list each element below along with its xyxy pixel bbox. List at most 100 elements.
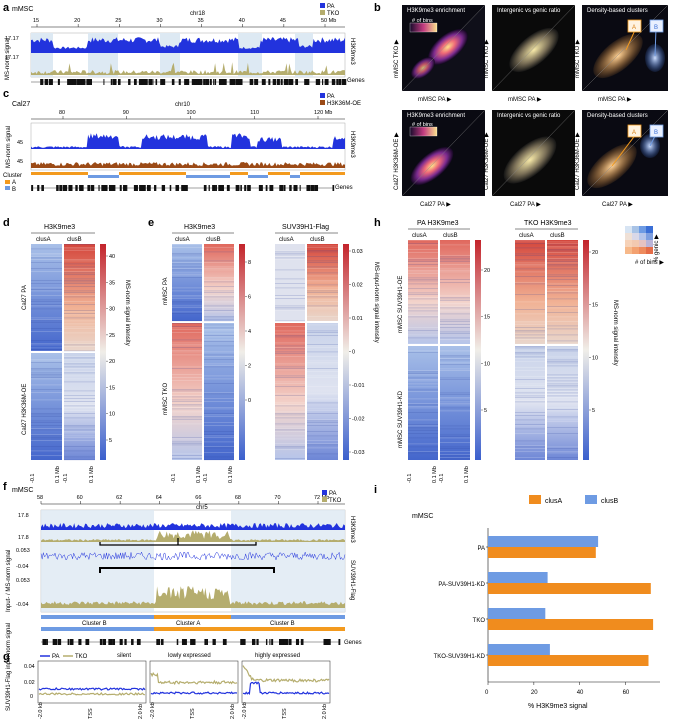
gene-mark — [75, 185, 78, 191]
cluster-segment — [300, 172, 345, 175]
gene-mark — [112, 639, 116, 645]
cluster-segment — [31, 172, 88, 175]
panel-f-ticks: 58 60 62 64 66 68 70 72 Mb — [37, 495, 329, 504]
panel-c-genes-label: Genes — [335, 185, 353, 191]
panel-f-yval-5: 0.053 — [16, 578, 30, 584]
panel-a-ticks: 15 20 25 30 35 40 45 50 Mb — [33, 18, 336, 27]
panel-g-ytick-3: 0 — [30, 694, 33, 700]
gene-mark — [269, 639, 271, 645]
gene-mark — [112, 79, 117, 85]
panel-b-title-3: Density-based clusters — [587, 8, 648, 14]
panel-b-xlabel-1b: mMSC PA ▶ — [508, 97, 542, 103]
gene-mark — [212, 639, 216, 645]
gene-mark — [240, 639, 242, 645]
gene-mark — [131, 639, 134, 645]
colorbar-tick: 15 — [484, 315, 490, 321]
gene-mark — [161, 185, 166, 191]
colorbar-tick: 0.03 — [352, 249, 363, 255]
gene-mark — [283, 185, 286, 191]
gene-mark — [162, 79, 164, 85]
gene-mark — [218, 185, 221, 191]
colorbar-tick: 10 — [484, 361, 490, 367]
cluster-segment — [88, 175, 119, 178]
gene-mark — [191, 79, 195, 85]
gene-mark — [37, 185, 40, 191]
panel-b-ylabel-5: Cal27 H3K36M-OE ▶ — [484, 132, 490, 190]
gene-mark — [300, 639, 304, 645]
colorbar-tick: 35 — [109, 280, 115, 286]
tick-label: 50 Mb — [321, 18, 336, 24]
panel-b-xlabel-2c: Cal27 PA ▶ — [602, 202, 633, 208]
tick-label: 110 — [250, 110, 259, 116]
panel-label-f: f — [3, 481, 7, 493]
panel-f-suv-tko-track — [41, 586, 345, 608]
gene-mark — [103, 79, 105, 85]
panel-f-cluster-1: Cluster B — [82, 621, 107, 627]
gene-mark — [79, 639, 82, 645]
gene-mark — [239, 79, 243, 85]
colorbar-tick: 20 — [592, 250, 598, 256]
gene-mark — [201, 79, 203, 85]
panel-a-pa-track — [31, 37, 345, 53]
gene-mark — [220, 79, 224, 85]
panel-h-col-2b: clusB — [550, 233, 565, 239]
legend-label-clusA: clusA — [545, 498, 562, 505]
gene-mark — [222, 79, 227, 85]
panel-g-xtick: TSS — [190, 708, 196, 719]
gene-mark — [181, 639, 185, 645]
heatmap-xtick: -0.1 — [439, 474, 445, 483]
legend-label-clusB: clusB — [601, 498, 618, 505]
panel-i-xtick: 0 — [485, 690, 489, 696]
panel-d-col-a: clusA — [36, 237, 51, 243]
gene-mark — [41, 185, 44, 191]
gene-mark — [118, 79, 121, 85]
heatmap-xtick: -0.1 — [407, 474, 413, 483]
panel-f-sample: mMSC — [12, 487, 33, 494]
panel-d-col-b: clusB — [67, 237, 82, 243]
gene-mark — [223, 639, 226, 645]
panel-c-chrom: chr10 — [175, 102, 191, 108]
panel-g-title-3: highly expressed — [255, 653, 300, 659]
panel-c-cluster-a: A — [12, 180, 16, 186]
panel-b-ylabel-4: Cal27 H3K36M-OE ▶ — [394, 132, 400, 190]
colorbar-tick: 10 — [592, 355, 598, 361]
panel-b-bins-1: # of bins — [412, 18, 433, 24]
gene-mark — [336, 79, 339, 85]
gene-mark — [135, 185, 138, 191]
gene-mark — [182, 185, 187, 191]
cluster-segment — [130, 172, 186, 175]
panel-e-col-1a: clusA — [175, 237, 190, 243]
panel-c-legend-oe: H3K36M-OE — [327, 101, 361, 107]
panel-d-colorbar-ticks: 40 35 30 25 20 15 10 5 — [106, 254, 115, 444]
gene-mark — [244, 185, 247, 191]
gene-mark — [45, 79, 49, 85]
gene-mark — [162, 79, 166, 85]
gene-mark — [233, 79, 236, 85]
panel-g-title-1: silent — [117, 653, 131, 659]
panel-d-row-2: Cal27 H3K36M-OE — [22, 384, 28, 435]
panel-e-row-1: mMSC PA — [163, 277, 169, 305]
gene-mark — [103, 639, 106, 645]
gene-mark — [126, 185, 128, 191]
panel-b-ylabel-3: mMSC TKO ▶ — [575, 39, 581, 78]
cluster-segment — [186, 175, 230, 178]
gene-mark — [78, 639, 82, 645]
panel-b-title-2: Intergenic vs genic ratio — [497, 8, 561, 14]
gene-mark — [289, 79, 293, 85]
panel-f-h3k9me3-tko-track — [41, 530, 345, 542]
gene-mark — [81, 79, 83, 85]
gene-mark — [101, 185, 106, 191]
colorbar-tick: 0 — [352, 350, 355, 356]
gene-mark — [119, 185, 122, 191]
panel-g-silent-pa — [38, 687, 146, 691]
category-label: TKO-SUV39H1-KD — [434, 654, 486, 660]
gene-mark — [332, 185, 335, 191]
panel-f-legend-pa: PA — [329, 491, 337, 497]
gene-mark — [295, 639, 300, 645]
legend-swatch-clusA — [529, 495, 541, 504]
panel-i-legend: clusA clusB — [529, 495, 618, 505]
gene-mark — [69, 639, 74, 645]
panel-g: g PA TKO silent lowly expressed highly e… — [3, 623, 331, 719]
heatmap-xtick: 0.1 Mb — [55, 466, 61, 483]
gene-mark — [49, 79, 53, 85]
